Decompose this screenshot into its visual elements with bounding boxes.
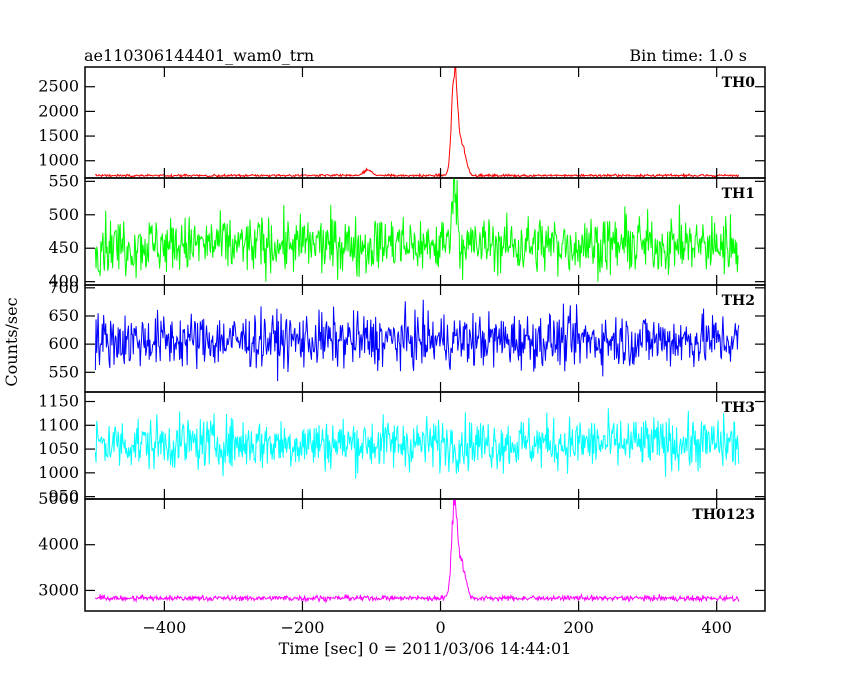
- y-tick-label: 650: [48, 306, 79, 325]
- x-tick-label: −200: [280, 618, 324, 637]
- chart-title: ae110306144401_wam0_trn: [84, 46, 314, 65]
- y-tick-label: 4000: [38, 535, 79, 554]
- series-line-th0: [95, 67, 740, 178]
- y-tick-label: 550: [48, 362, 79, 381]
- series-line-th3: [94, 408, 740, 479]
- y-tick-label: 550: [48, 171, 79, 190]
- panel-frame: [84, 177, 766, 286]
- panel-th2: 550 600 650 700 TH2: [48, 278, 766, 393]
- panel-th3: 950 1000 1050 1100 1150 TH3: [38, 391, 766, 506]
- panel-th0123: 3000 4000 5000 TH0123: [38, 489, 766, 612]
- y-axis-label: Counts/sec: [2, 297, 21, 386]
- y-tick-label: 1150: [38, 392, 79, 411]
- y-tick-label: 1100: [38, 415, 79, 434]
- series-line-th0123: [95, 499, 740, 604]
- series-line-th2: [94, 299, 740, 382]
- panel-frame: [84, 498, 766, 612]
- x-tick-label: 400: [701, 618, 732, 637]
- y-tick-label: 1000: [38, 463, 79, 482]
- y-tick-label: 950: [48, 487, 79, 506]
- x-axis-label: Time [sec] 0 = 2011/03/06 14:44:01: [279, 639, 572, 658]
- y-tick-label: 700: [48, 278, 79, 297]
- y-tick-label: 400: [48, 272, 79, 291]
- y-tick-label: 1000: [38, 151, 79, 170]
- y-tick-label: 500: [48, 205, 79, 224]
- x-axis: −400 −200 0 200 400: [142, 618, 732, 637]
- panel-label-th0: TH0: [722, 75, 756, 91]
- y-tick-label: 1500: [38, 126, 79, 145]
- y-tick-label: 450: [48, 238, 79, 257]
- series-line-th1: [94, 178, 739, 282]
- y-tick-label: 2000: [38, 101, 79, 120]
- panel-label-th1: TH1: [722, 186, 755, 202]
- panel-label-th2: TH2: [722, 293, 755, 309]
- x-tick-label: 200: [563, 618, 594, 637]
- y-tick-label: 2500: [38, 77, 79, 96]
- panel-th1: 400 450 500 550 TH1: [48, 171, 766, 291]
- panel-frame: [84, 66, 766, 179]
- x-tick-label: 0: [435, 618, 445, 637]
- panels-group: 1000 1500 2000 2500 TH0 400 450 500 550 TH1 550 600…: [38, 66, 766, 612]
- x-tick-label: −400: [142, 618, 186, 637]
- panel-th0: 1000 1500 2000 2500 TH0: [38, 66, 766, 179]
- panel-label-th3: TH3: [722, 400, 755, 416]
- y-tick-label: 600: [48, 334, 79, 353]
- bin-time-label: Bin time: 1.0 s: [629, 46, 747, 65]
- y-tick-label: 3000: [38, 580, 79, 599]
- y-tick-label: 5000: [38, 489, 79, 508]
- y-tick-label: 1050: [38, 439, 79, 458]
- panel-label-th0123: TH0123: [692, 507, 755, 523]
